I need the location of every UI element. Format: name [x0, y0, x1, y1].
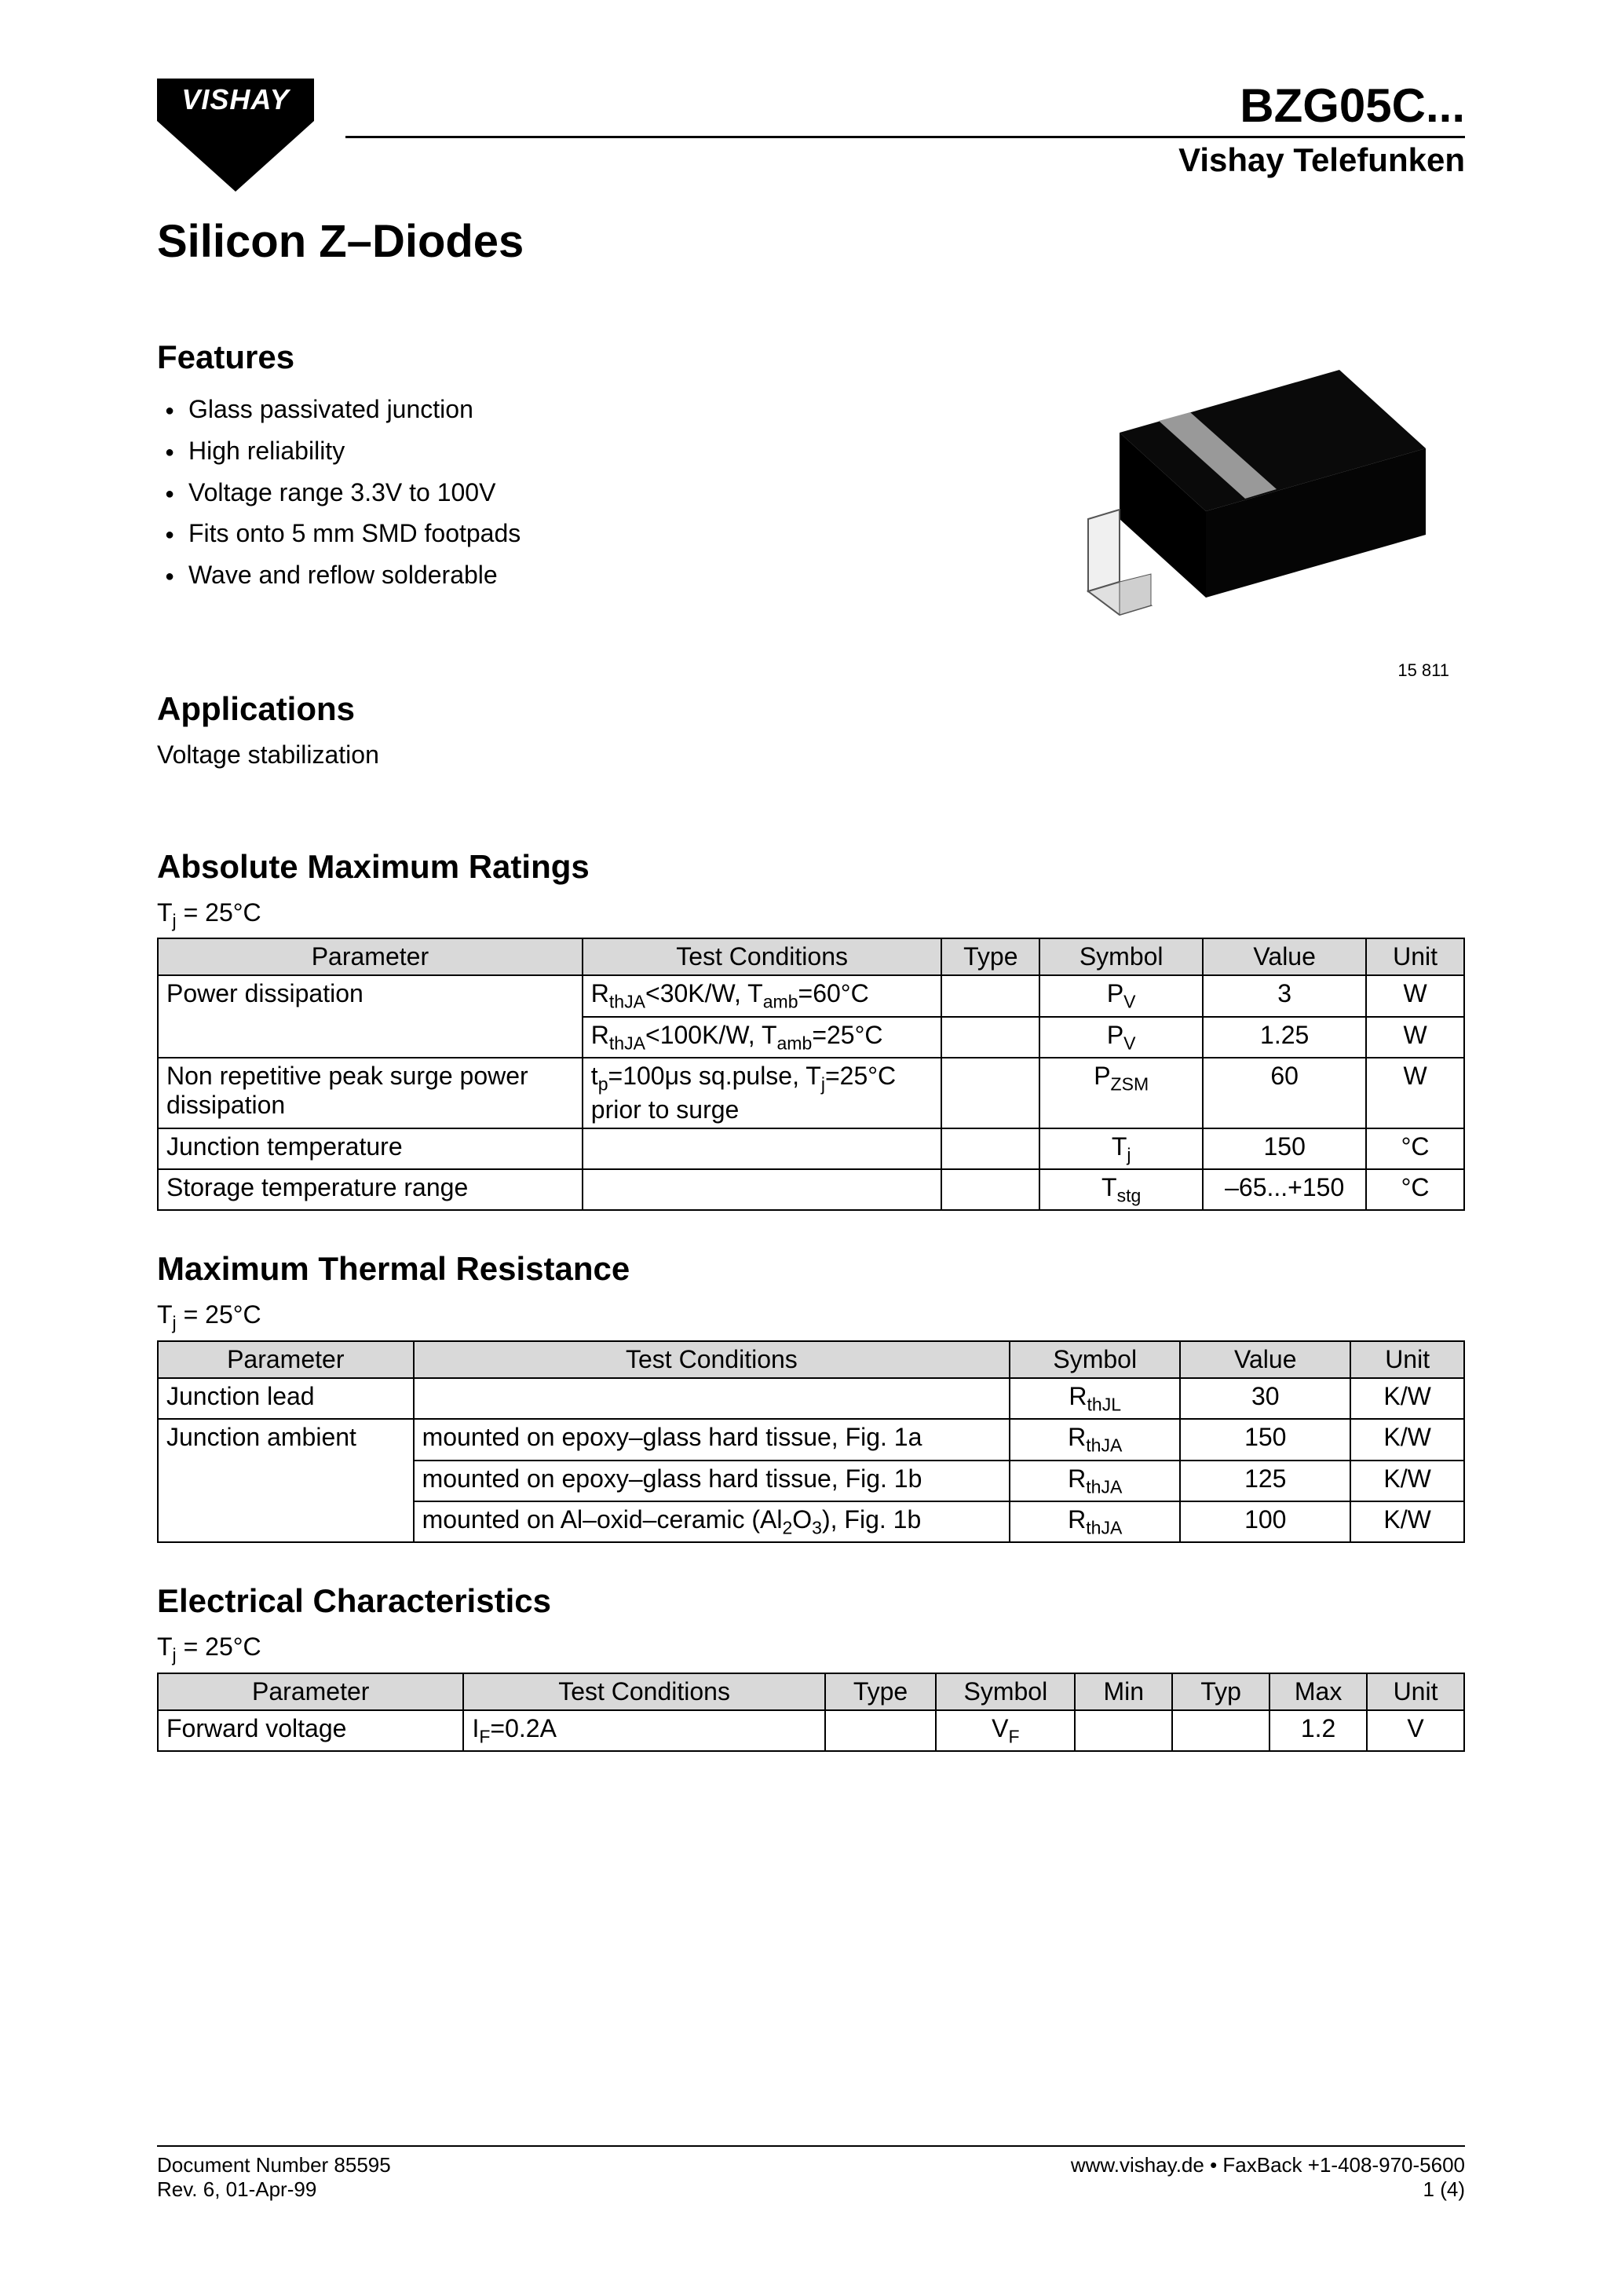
logo-triangle-icon: [157, 121, 314, 192]
table-header: Parameter: [158, 1341, 414, 1378]
table-header: Symbol: [1039, 938, 1203, 975]
features-row: Features Glass passivated junctionHigh r…: [157, 338, 1465, 770]
features-heading: Features: [157, 338, 931, 376]
table-header: Symbol: [936, 1673, 1075, 1710]
revision: Rev. 6, 01-Apr-99: [157, 2177, 391, 2202]
brand-line: Vishay Telefunken: [345, 141, 1465, 179]
feature-item: Voltage range 3.3V to 100V: [188, 472, 931, 514]
footer-url: www.vishay.de • FaxBack +1-408-970-5600: [1071, 2153, 1465, 2177]
table-header: Type: [825, 1673, 937, 1710]
table-header: Unit: [1367, 1673, 1464, 1710]
doc-number: Document Number 85595: [157, 2153, 391, 2177]
table-header: Type: [941, 938, 1039, 975]
table-row: Non repetitive peak surge power dissipat…: [158, 1058, 1464, 1128]
thermal-table: ParameterTest ConditionsSymbolValueUnitJ…: [157, 1340, 1465, 1544]
absmax-heading: Absolute Maximum Ratings: [157, 848, 1465, 886]
table-header: Test Conditions: [414, 1341, 1010, 1378]
footer-right: www.vishay.de • FaxBack +1-408-970-5600 …: [1071, 2153, 1465, 2202]
part-number: BZG05C...: [345, 79, 1465, 138]
table-header: Unit: [1350, 1341, 1464, 1378]
feature-item: Fits onto 5 mm SMD footpads: [188, 513, 931, 554]
feature-item: High reliability: [188, 430, 931, 472]
electrical-heading: Electrical Characteristics: [157, 1582, 1465, 1620]
thermal-condition: Tj = 25°C: [157, 1300, 1465, 1333]
electrical-table: ParameterTest ConditionsTypeSymbolMinTyp…: [157, 1673, 1465, 1752]
table-header: Parameter: [158, 938, 583, 975]
figure-label: 15 811: [978, 660, 1465, 681]
page-footer: Document Number 85595 Rev. 6, 01-Apr-99 …: [157, 2145, 1465, 2202]
absmax-table: ParameterTest ConditionsTypeSymbolValueU…: [157, 938, 1465, 1211]
electrical-condition: Tj = 25°C: [157, 1632, 1465, 1665]
thermal-heading: Maximum Thermal Resistance: [157, 1250, 1465, 1288]
vishay-logo: VISHAY: [157, 79, 314, 192]
feature-item: Wave and reflow solderable: [188, 554, 931, 596]
features-list: Glass passivated junctionHigh reliabilit…: [157, 389, 931, 596]
absmax-condition: Tj = 25°C: [157, 898, 1465, 931]
table-header: Symbol: [1010, 1341, 1180, 1378]
logo-text: VISHAY: [157, 79, 314, 121]
page-header: VISHAY BZG05C... Vishay Telefunken: [157, 79, 1465, 192]
table-row: Forward voltageIF=0.2AVF1.2V: [158, 1710, 1464, 1751]
table-header: Value: [1203, 938, 1366, 975]
applications-heading: Applications: [157, 690, 931, 728]
table-row: Junction temperatureTj150°C: [158, 1128, 1464, 1169]
table-header: Max: [1269, 1673, 1367, 1710]
smd-package-icon: [1002, 338, 1441, 668]
table-header: Min: [1075, 1673, 1172, 1710]
title-block: BZG05C... Vishay Telefunken: [314, 79, 1465, 179]
feature-item: Glass passivated junction: [188, 389, 931, 430]
table-header: Test Conditions: [583, 938, 942, 975]
table-header: Value: [1180, 1341, 1350, 1378]
main-title: Silicon Z–Diodes: [157, 215, 1465, 268]
table-header: Parameter: [158, 1673, 463, 1710]
table-header: Test Conditions: [463, 1673, 824, 1710]
table-row: Power dissipationRthJA<30K/W, Tamb=60°CP…: [158, 975, 1464, 1016]
table-header: Typ: [1172, 1673, 1269, 1710]
table-header: Unit: [1366, 938, 1464, 975]
package-figure: 15 811: [978, 338, 1465, 681]
applications-text: Voltage stabilization: [157, 740, 931, 770]
table-row: Junction leadRthJL30K/W: [158, 1378, 1464, 1419]
footer-left: Document Number 85595 Rev. 6, 01-Apr-99: [157, 2153, 391, 2202]
table-row: Junction ambientmounted on epoxy–glass h…: [158, 1419, 1464, 1460]
footer-page: 1 (4): [1071, 2177, 1465, 2202]
table-row: Storage temperature rangeTstg–65...+150°…: [158, 1169, 1464, 1210]
